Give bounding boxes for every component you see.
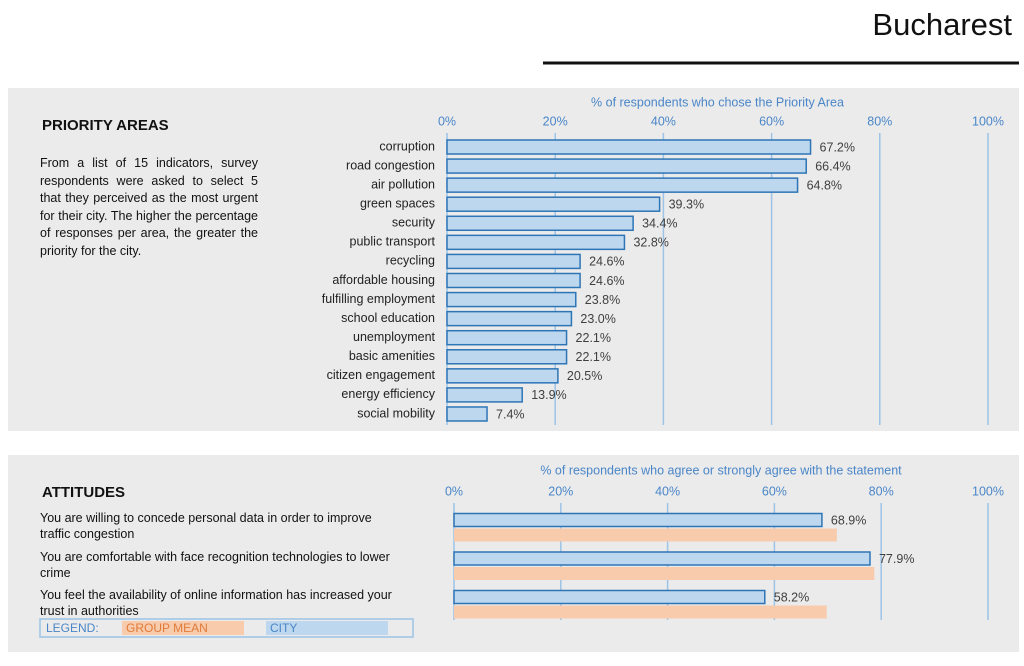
legend-swatch	[122, 621, 244, 635]
value-label: 13.9%	[531, 388, 566, 402]
value-label: 64.8%	[807, 178, 842, 192]
value-label: 7.4%	[496, 407, 525, 421]
value-label: 34.4%	[642, 217, 677, 231]
bar	[454, 605, 827, 619]
value-label: 77.9%	[879, 552, 914, 566]
x-tick-label: 80%	[869, 484, 894, 498]
bar	[446, 368, 559, 384]
bar	[446, 253, 581, 270]
value-label: 67.2%	[820, 140, 855, 154]
x-tick-label: 100%	[972, 114, 1004, 128]
bar	[453, 512, 823, 528]
bar	[446, 329, 568, 346]
category-label: air pollution	[371, 177, 435, 191]
section-title: ATTITUDES	[42, 484, 125, 501]
bar	[446, 310, 573, 327]
x-tick-label: 60%	[759, 114, 784, 128]
bar	[446, 234, 626, 251]
category-label: unemployment	[353, 330, 436, 344]
legend-label: GROUP MEAN	[126, 621, 208, 635]
category-label: social mobility	[357, 406, 436, 420]
bar	[446, 177, 799, 193]
description: From a list of 15 indicators, survey res…	[40, 156, 258, 258]
x-tick-label: 20%	[548, 484, 573, 498]
category-label: public transport	[350, 235, 436, 249]
category-label: corruption	[379, 139, 435, 153]
category-label: affordable housing	[332, 273, 435, 287]
category-label: green spaces	[360, 197, 435, 211]
category-label: You are comfortable with face recognitio…	[40, 549, 390, 580]
x-tick-label: 100%	[972, 484, 1004, 498]
legend-title: LEGEND:	[46, 621, 99, 635]
category-label: road congestion	[346, 158, 435, 172]
section-title: PRIORITY AREAS	[42, 117, 169, 134]
axis-label: % of respondents who agree or strongly a…	[540, 463, 902, 477]
value-label: 32.8%	[633, 236, 668, 250]
category-label: fulfilling employment	[322, 292, 436, 306]
page-title: Bucharest	[872, 7, 1012, 42]
x-tick-label: 60%	[762, 484, 787, 498]
category-label: basic amenities	[349, 349, 435, 363]
category-label: school education	[341, 311, 435, 325]
x-tick-label: 0%	[438, 114, 456, 128]
legend-swatch	[266, 621, 388, 635]
category-label: You are willing to concede personal data…	[40, 511, 372, 541]
category-label: energy efficiency	[341, 387, 435, 401]
bar	[446, 139, 812, 155]
value-label: 39.3%	[669, 198, 704, 212]
x-tick-label: 20%	[543, 114, 568, 128]
value-label: 20.5%	[567, 369, 602, 383]
bar	[453, 589, 766, 605]
bar	[446, 272, 581, 289]
value-label: 24.6%	[589, 255, 624, 269]
value-label: 58.2%	[774, 590, 809, 604]
x-tick-label: 80%	[867, 114, 892, 128]
value-label: 68.9%	[831, 513, 866, 527]
bar	[446, 196, 661, 212]
value-label: 22.1%	[576, 350, 611, 364]
value-label: 23.0%	[580, 312, 615, 326]
value-label: 24.6%	[589, 274, 624, 288]
category-label: security	[392, 216, 436, 230]
legend-box	[39, 618, 414, 638]
x-tick-label: 40%	[655, 484, 680, 498]
bar	[446, 291, 577, 308]
bar	[454, 528, 837, 542]
category-label: recycling	[386, 254, 435, 268]
bar	[446, 158, 807, 174]
legend-label: CITY	[270, 621, 297, 635]
x-tick-label: 40%	[651, 114, 676, 128]
bar	[446, 349, 568, 365]
bar	[446, 387, 523, 403]
axis-label: % of respondents who chose the Priority …	[591, 95, 844, 109]
bar	[453, 551, 871, 566]
category-label: citizen engagement	[327, 368, 436, 382]
value-label: 23.8%	[585, 293, 620, 307]
value-label: 66.4%	[815, 159, 850, 173]
x-tick-label: 0%	[445, 484, 463, 498]
bar	[446, 406, 488, 422]
bar	[454, 567, 875, 580]
category-label: You feel the availability of online info…	[40, 588, 392, 618]
bar	[446, 215, 634, 232]
value-label: 22.1%	[576, 331, 611, 345]
